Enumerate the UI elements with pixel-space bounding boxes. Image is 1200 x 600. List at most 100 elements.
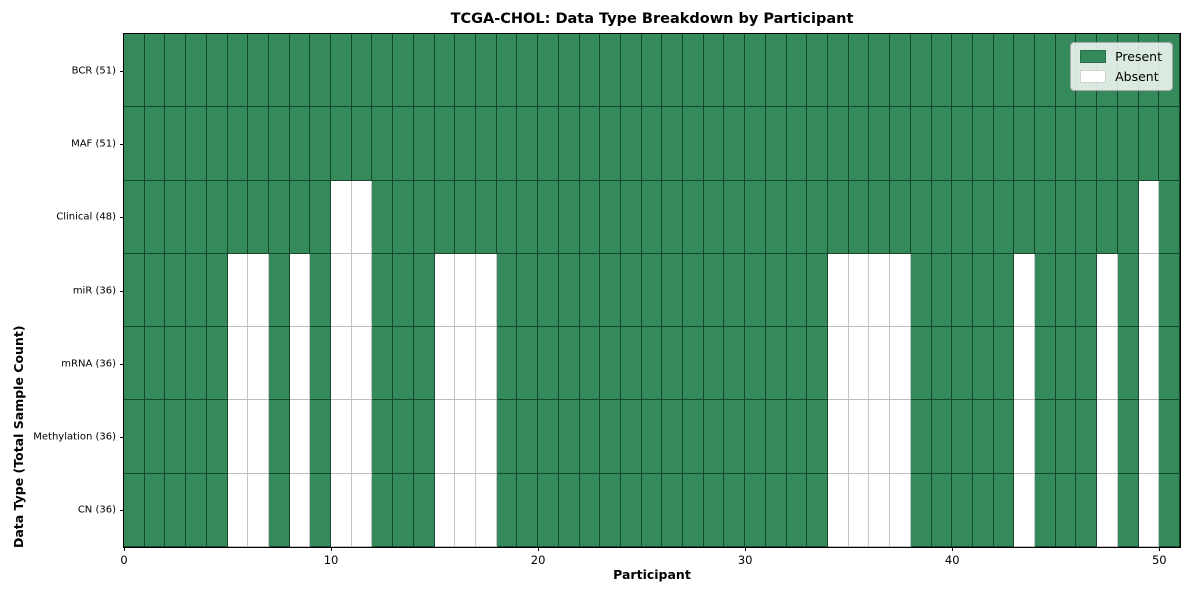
heatmap-cell [620,327,642,401]
heatmap-cell [745,473,766,547]
heatmap-cell [413,34,435,108]
heatmap-cell [765,253,787,328]
heatmap-cell [393,327,414,401]
heatmap-cell [165,34,187,108]
heatmap-cell [703,107,725,181]
heatmap-cell [600,473,621,547]
heatmap-cell [910,473,932,547]
y-tick-label: CN (36) [77,504,116,516]
heatmap-cell [227,34,249,108]
x-tick-mark [538,547,540,551]
x-axis-title: Participant [613,567,691,582]
heatmap-cell [1055,327,1077,401]
heatmap-cell [1159,473,1180,547]
heatmap-cell [186,400,207,474]
x-tick-mark [952,547,954,551]
heatmap-cell [579,107,601,181]
heatmap-cell [1097,253,1118,328]
heatmap-cell [869,327,891,401]
heatmap-cell [1035,253,1056,328]
heatmap-cell [910,180,932,254]
heatmap-cell [517,400,539,474]
heatmap-cell [372,400,394,474]
heatmap-cell [683,180,704,254]
heatmap-cell [600,34,621,108]
heatmap-cell [683,473,704,547]
heatmap-cell [703,473,725,547]
heatmap-cell [993,180,1015,254]
heatmap-cell [765,327,787,401]
heatmap-cell [952,327,973,401]
y-tick-label: mRNA (36) [61,358,116,370]
heatmap-cell [993,253,1015,328]
heatmap-cell [890,473,911,547]
heatmap-cell [807,253,828,328]
heatmap-cell [890,34,911,108]
heatmap-cell [227,400,249,474]
heatmap-cell [227,473,249,547]
heatmap-cell [476,473,497,547]
heatmap-cell [496,107,518,181]
heatmap-cell [227,327,249,401]
heatmap-cell [1055,473,1077,547]
heatmap-cell [993,327,1015,401]
heatmap-cell [165,400,187,474]
heatmap-cell [517,253,539,328]
heatmap-cell [620,473,642,547]
heatmap-cell [331,107,352,181]
heatmap-cell [1097,107,1118,181]
heatmap-cell [662,473,684,547]
heatmap-cell [372,327,394,401]
heatmap-cell [745,34,766,108]
heatmap-cell [268,107,290,181]
heatmap-cell [496,473,518,547]
heatmap-cell [1117,473,1139,547]
heatmap-cell [248,327,269,401]
heatmap-cell [1138,107,1160,181]
heatmap-cell [351,327,373,401]
heatmap-cell [786,34,808,108]
heatmap-cell [1035,180,1056,254]
heatmap-cell [972,327,994,401]
heatmap-cell [434,253,456,328]
heatmap-cell [393,180,414,254]
heatmap-cell [662,327,684,401]
heatmap-cell [952,34,973,108]
heatmap-cell [890,400,911,474]
heatmap-cell [1035,473,1056,547]
heatmap-cell [268,473,290,547]
heatmap-cell [206,473,228,547]
heatmap-cell [372,34,394,108]
heatmap-cell [558,107,580,181]
heatmap-cell [124,473,145,547]
heatmap-cell [890,107,911,181]
heatmap-cell [538,253,559,328]
heatmap-cell [683,107,704,181]
heatmap-cell [310,180,332,254]
legend-item: Present [1080,49,1162,64]
heatmap-cell [910,253,932,328]
legend: Present Absent [1070,42,1173,91]
heatmap-cell [1117,253,1139,328]
heatmap-cell [641,400,663,474]
heatmap-cell [828,253,849,328]
heatmap-cell [413,327,435,401]
heatmap-cell [848,34,870,108]
heatmap-cell [807,180,828,254]
heatmap-cell [890,180,911,254]
heatmap-cell [1159,327,1180,401]
heatmap-cell [910,327,932,401]
heatmap-cell [828,400,849,474]
heatmap-cell [1159,180,1180,254]
heatmap-cell [496,34,518,108]
heatmap-cell [434,327,456,401]
heatmap-cell [972,180,994,254]
heatmap-cell [848,253,870,328]
x-tick-mark [124,547,125,551]
heatmap-cell [786,473,808,547]
legend-swatch-present [1080,50,1107,63]
heatmap-cell [1159,253,1180,328]
y-tick-label: MAF (51) [71,138,116,150]
heatmap-cell [476,327,497,401]
heatmap-cell [248,400,269,474]
